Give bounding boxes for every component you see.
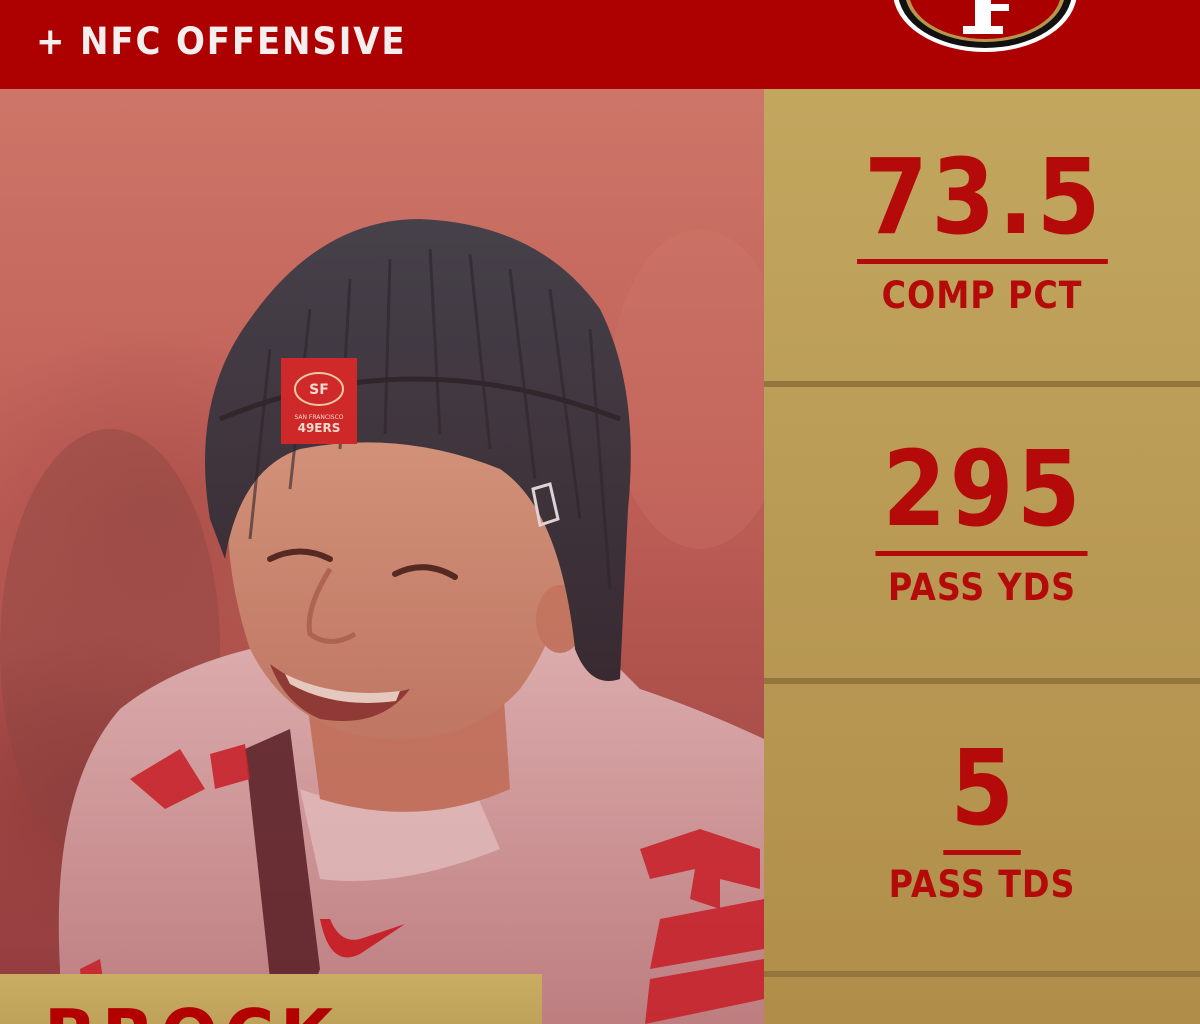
player-name-plate: BROCK — [0, 974, 542, 1024]
svg-text:SAN FRANCISCO: SAN FRANCISCO — [294, 414, 343, 421]
stat-panel-pass-tds: 5 PASS TDS — [764, 684, 1200, 973]
stat-panel-comp-pct: 73.5 COMP PCT — [764, 89, 1200, 381]
player-photo: SF SAN FRANCISCO 49ERS — [0, 89, 764, 1024]
stat-divider — [764, 381, 1200, 387]
stat-label: PASS TDS — [888, 863, 1076, 906]
stat-panel-pass-yds: 295 PASS YDS — [764, 387, 1200, 678]
stat-value: 5 — [943, 736, 1021, 855]
stats-column: 73.5 COMP PCT 295 PASS YDS 5 PASS TDS — [764, 89, 1200, 1024]
stat-value: 295 — [875, 437, 1089, 556]
svg-text:SF: SF — [309, 382, 329, 398]
header-title: + NFC OFFENSIVE — [36, 20, 407, 63]
stat-divider — [764, 971, 1200, 977]
photo-tint-overlay — [0, 89, 764, 1024]
player-portrait-illustration: SF SAN FRANCISCO 49ERS — [0, 219, 764, 1024]
stat-value: 73.5 — [856, 145, 1108, 264]
svg-text:49ERS: 49ERS — [298, 421, 341, 435]
stat-divider — [764, 678, 1200, 684]
stat-label: COMP PCT — [881, 274, 1083, 317]
header-banner: + NFC OFFENSIVE — [0, 0, 1200, 89]
49ers-sf-oval-logo-icon — [893, 0, 1077, 52]
stat-label: PASS YDS — [887, 566, 1077, 609]
player-first-name: BROCK — [44, 1000, 339, 1024]
